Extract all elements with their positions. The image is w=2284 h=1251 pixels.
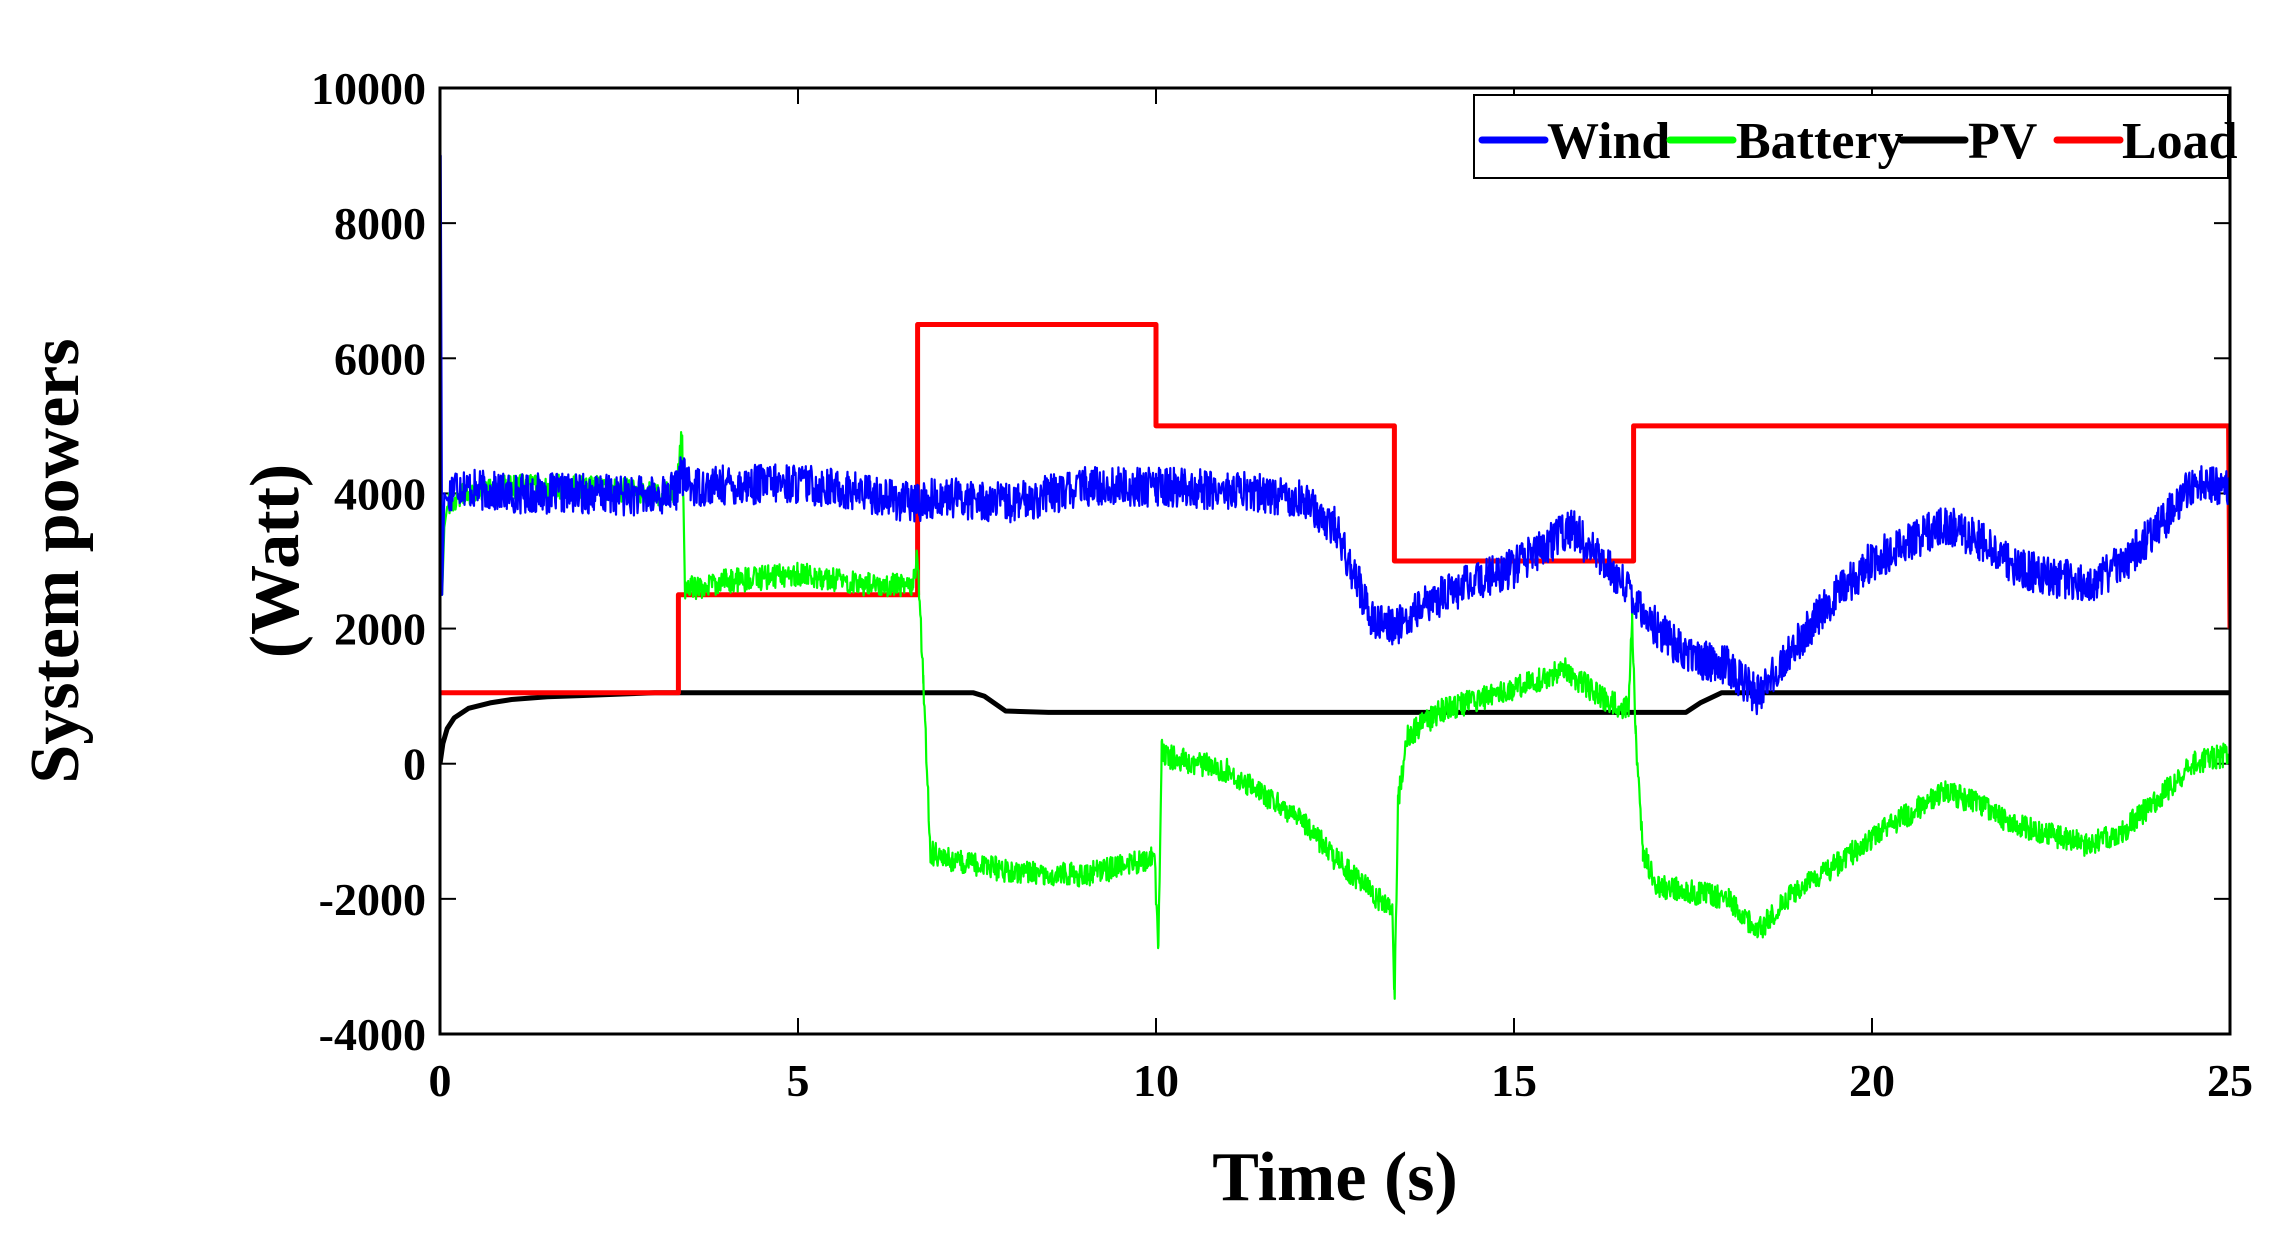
y-tick-label: -2000 [319,874,426,925]
x-tick-label: 20 [1849,1055,1895,1106]
legend-label-pv: PV [1968,113,2037,170]
x-axis-title: Time (s) [1212,1139,1458,1216]
series-line-wind [440,154,2230,764]
legend-label-battery: Battery [1736,113,1903,170]
series-line-load [440,322,2230,696]
x-tick-label: 25 [2207,1055,2253,1106]
legend: Wind Battery PV Load [1473,94,2238,179]
plot-frame [438,86,2232,1036]
x-tick-label: 10 [1133,1055,1179,1106]
legend-label-wind: Wind [1547,113,1670,170]
x-tick-label: 15 [1491,1055,1537,1106]
y-tick-label: 2000 [334,604,426,655]
y-tick-label: -4000 [319,1009,426,1060]
y-axis-title-unit: (Watt) [237,464,314,658]
series-layer [440,154,2230,1000]
y-tick-label: 6000 [334,333,426,384]
y-tick-label: 10000 [311,63,426,114]
ticks-layer: -4000 -2000 0 2000 4000 6000 8000 10000 0 5 10 15 20… [311,63,2253,1106]
legend-label-load: Load [2122,113,2238,170]
x-tick-label: 5 [787,1055,810,1106]
y-tick-label: 4000 [334,468,426,519]
y-axis-title-main: System powers [17,338,94,783]
x-tick-label: 0 [429,1055,452,1106]
series-line-battery [440,431,2230,1000]
y-tick-label: 0 [403,739,426,790]
series-line-pv [440,690,2230,765]
y-tick-label: 8000 [334,198,426,249]
